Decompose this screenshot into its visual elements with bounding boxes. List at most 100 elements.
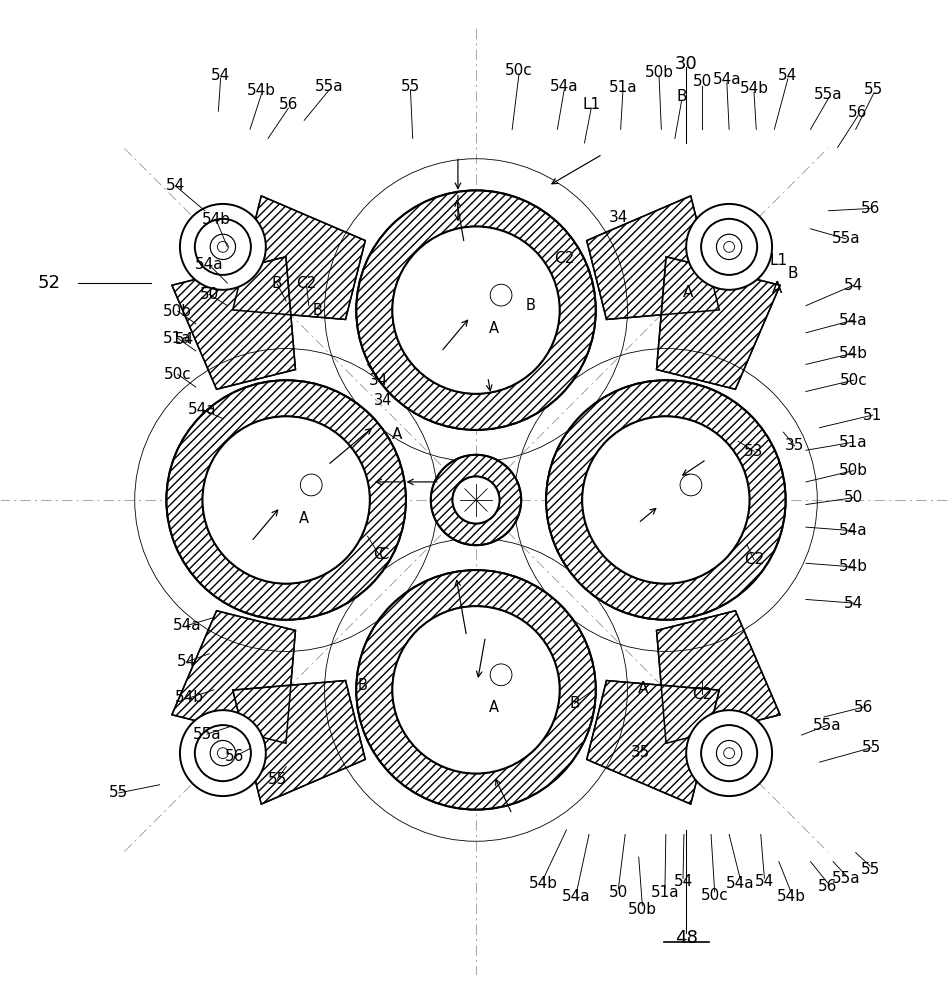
Text: B: B [358,678,367,693]
Circle shape [583,416,749,584]
Text: 54b: 54b [528,876,558,891]
Text: 55: 55 [109,785,129,800]
Circle shape [452,476,500,524]
Text: 55: 55 [864,82,883,97]
Text: 50c: 50c [701,888,728,903]
Text: A: A [299,511,309,526]
Text: 54: 54 [673,874,693,889]
Text: C2: C2 [554,251,574,266]
Circle shape [392,227,560,394]
Circle shape [431,455,521,545]
Text: A: A [684,285,694,300]
Text: 54a: 54a [839,523,867,538]
Text: 54: 54 [211,68,230,83]
Text: A: A [489,321,499,336]
Text: 54a: 54a [562,889,590,904]
Text: 48: 48 [675,929,698,947]
Text: C2: C2 [296,276,317,291]
Text: 51a: 51a [839,435,867,450]
Text: 55a: 55a [813,718,842,733]
Circle shape [217,241,228,252]
Text: 35: 35 [785,438,804,453]
Text: 56: 56 [225,749,244,764]
Text: B: B [787,266,798,281]
Text: 54: 54 [779,68,798,83]
Text: B: B [313,303,323,318]
Text: C: C [373,547,384,562]
Text: 30: 30 [675,55,698,73]
Text: 34: 34 [608,210,628,225]
Text: 53: 53 [744,444,764,459]
Text: 54b: 54b [740,81,768,96]
Text: 54a: 54a [726,876,755,891]
Text: 54b: 54b [202,212,230,227]
Text: 35: 35 [631,745,650,760]
Text: 50: 50 [692,74,712,89]
Text: 51a: 51a [650,885,680,900]
Text: 54b: 54b [839,559,868,574]
Polygon shape [232,196,366,319]
Circle shape [717,234,742,260]
Text: 56: 56 [279,97,298,112]
Circle shape [717,740,742,766]
Text: 55a: 55a [315,79,344,94]
Polygon shape [586,196,720,319]
Circle shape [180,710,266,796]
Circle shape [686,710,772,796]
Circle shape [724,748,735,759]
Text: 50b: 50b [163,304,192,319]
Text: 51: 51 [863,408,883,423]
Text: 54a: 54a [172,618,201,633]
Text: B: B [526,298,535,313]
Text: 56: 56 [854,700,874,715]
Text: 54: 54 [166,178,185,193]
Circle shape [686,204,772,290]
Circle shape [203,416,369,584]
Circle shape [356,190,596,430]
Text: 50b: 50b [839,463,868,478]
Text: 55: 55 [862,740,882,755]
Text: 55: 55 [401,79,420,94]
Text: 34: 34 [374,393,392,408]
Text: A: A [489,700,499,715]
Text: 50c: 50c [164,367,191,382]
Polygon shape [586,681,720,804]
Circle shape [392,606,560,773]
Text: 50c: 50c [506,63,533,78]
Text: 34: 34 [369,373,388,388]
Text: 52: 52 [37,274,60,292]
Text: 54a: 54a [839,313,867,328]
Text: 55: 55 [861,862,880,877]
Circle shape [217,748,228,759]
Text: 54: 54 [175,332,194,347]
Text: 54b: 54b [174,690,204,705]
Text: B: B [569,696,580,711]
Circle shape [210,740,235,766]
Text: 54b: 54b [247,83,276,98]
Circle shape [195,219,251,275]
Polygon shape [657,611,780,743]
Circle shape [546,380,785,620]
Circle shape [724,241,735,252]
Text: 56: 56 [848,105,867,120]
Text: 55a: 55a [831,871,860,886]
Text: B: B [272,276,283,291]
Text: 55a: 55a [814,87,843,102]
Text: 50: 50 [200,287,219,302]
Text: 55a: 55a [192,727,222,742]
Polygon shape [232,681,366,804]
Text: C2: C2 [744,552,764,567]
Polygon shape [657,257,780,389]
Text: 54b: 54b [777,889,806,904]
Circle shape [210,234,235,260]
Text: 55: 55 [268,772,287,787]
Text: 55a: 55a [831,231,860,246]
Text: 54a: 54a [712,72,742,87]
Circle shape [195,725,251,781]
Text: A: A [391,427,402,442]
Text: 54a: 54a [188,402,217,417]
Circle shape [167,380,406,620]
Text: 56: 56 [818,879,838,894]
Circle shape [701,725,757,781]
Text: L1: L1 [770,253,788,268]
